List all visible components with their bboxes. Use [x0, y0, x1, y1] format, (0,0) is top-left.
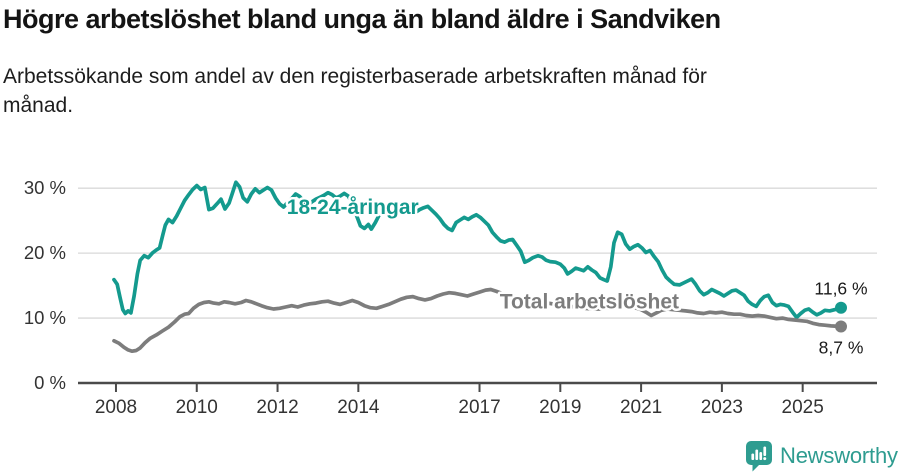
chart-subtitle: Arbetssökande som andel av den registerb…: [3, 65, 707, 117]
y-tick-label: 20 %: [24, 242, 66, 263]
x-tick-label: 2023: [701, 397, 743, 418]
newsworthy-logo-icon: [746, 441, 772, 472]
y-tick-label: 10 %: [24, 307, 66, 328]
logo-bubble-shape: [746, 441, 772, 472]
x-tick-label: 2019: [539, 397, 581, 418]
x-tick-label: 2017: [458, 397, 500, 418]
page-title: Högre arbetslöshet bland unga än bland ä…: [3, 4, 721, 34]
y-tick-label: 30 %: [24, 177, 66, 198]
x-tick-label: 2021: [620, 397, 662, 418]
series-end-dot-youth: [835, 301, 847, 314]
x-tick-label: 2025: [782, 397, 824, 418]
newsworthy-logo-text: Newsworthy: [780, 443, 898, 468]
end-value-label-youth: 11,6 %: [814, 279, 867, 299]
series-line-total: [112, 287, 843, 354]
x-tick-label: 2010: [176, 397, 218, 418]
series-line-youth: [112, 180, 843, 320]
newsworthy-logo: Newsworthy: [745, 440, 898, 472]
end-value-label-total: 8,7 %: [819, 338, 864, 358]
x-tick-label: 2012: [256, 397, 298, 418]
series-end-dot-total: [835, 320, 847, 333]
series-label-youth: 18-24-åringar: [287, 196, 419, 219]
series-label-total: Total arbetslöshet: [500, 290, 679, 313]
y-tick-label: 0 %: [34, 372, 66, 393]
x-tick-label: 2008: [95, 397, 137, 418]
logo-barchart-glyph: [751, 446, 767, 461]
x-tick-label: 2014: [337, 397, 380, 418]
